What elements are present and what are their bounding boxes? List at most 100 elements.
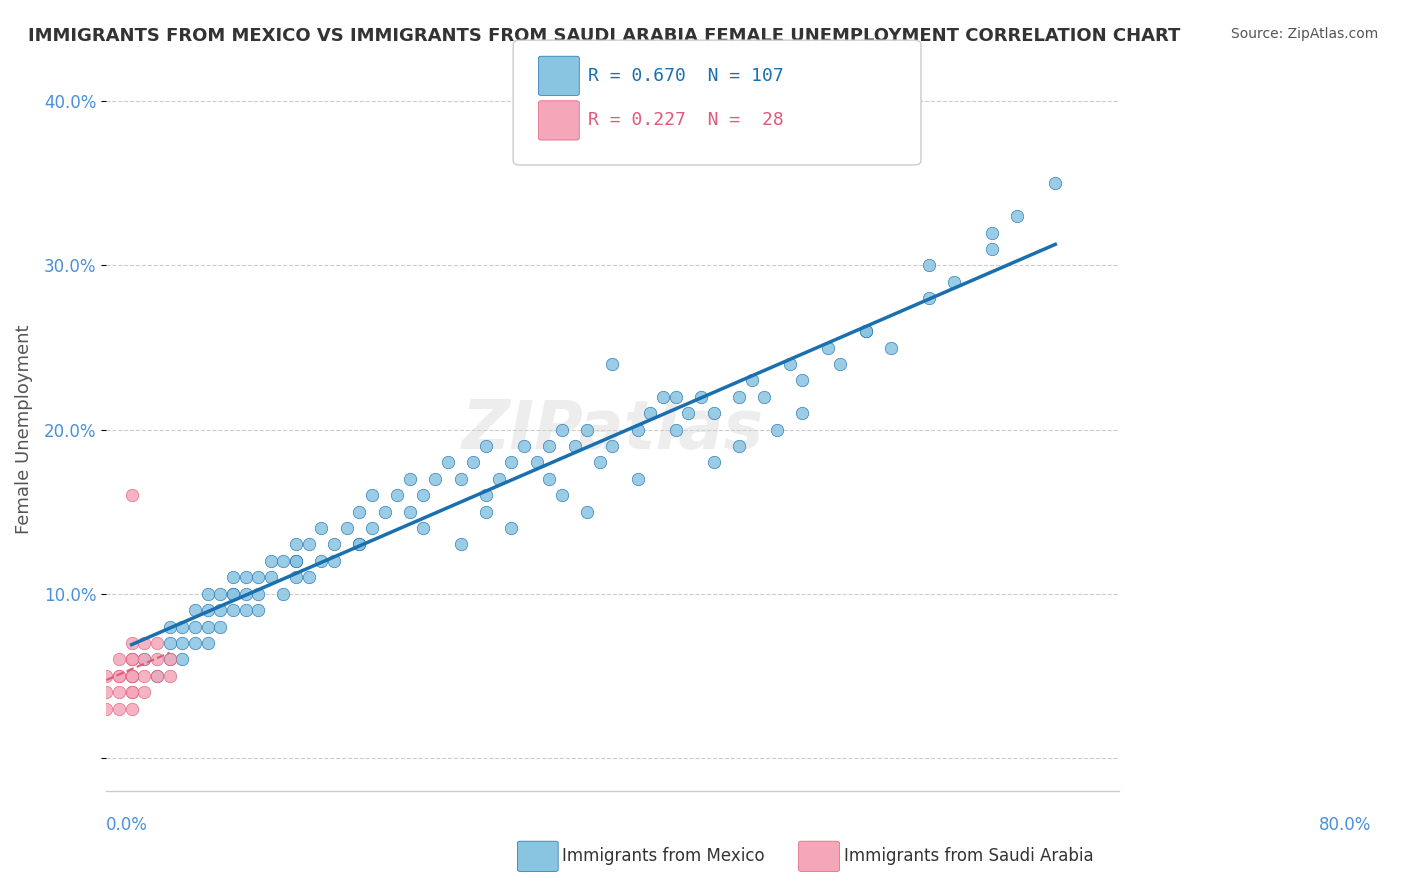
Point [475,488,498,502]
Point [387,488,409,502]
Point [121,669,143,683]
Point [361,488,384,502]
Point [209,619,232,633]
Point [551,423,574,437]
Point [564,439,586,453]
Point [108,685,131,699]
Point [918,259,941,273]
Point [918,291,941,305]
Point [336,521,359,535]
Point [121,652,143,666]
Point [728,439,751,453]
Point [273,554,295,568]
Point [222,570,245,584]
Point [792,406,814,420]
Point [209,603,232,617]
Point [830,357,852,371]
Point [159,669,181,683]
Point [184,636,207,650]
Point [184,619,207,633]
Point [855,324,877,338]
Point [197,636,219,650]
Point [981,242,1004,256]
Point [361,521,384,535]
Point [349,537,371,551]
Point [323,554,346,568]
Point [209,587,232,601]
Point [741,373,763,387]
Point [172,636,194,650]
Point [450,472,472,486]
Point [121,669,143,683]
Point [855,324,877,338]
Point [159,636,181,650]
Point [285,537,308,551]
Text: ZIPatlas: ZIPatlas [461,397,763,463]
Point [526,455,548,469]
Point [311,521,333,535]
Point [247,587,270,601]
Point [121,685,143,699]
Point [121,669,143,683]
Point [665,423,688,437]
Y-axis label: Female Unemployment: Female Unemployment [15,325,32,534]
Point [197,603,219,617]
Point [1045,177,1067,191]
Point [146,669,169,683]
Point [108,701,131,715]
Point [159,619,181,633]
Point [121,669,143,683]
Point [412,488,434,502]
Point [197,587,219,601]
Point [880,341,903,355]
Point [235,603,257,617]
Point [96,701,118,715]
Point [222,587,245,601]
Point [134,669,156,683]
Point [197,619,219,633]
Point [285,554,308,568]
Text: R = 0.670  N = 107: R = 0.670 N = 107 [588,67,783,85]
Point [134,636,156,650]
Point [728,390,751,404]
Point [551,488,574,502]
Point [134,652,156,666]
Point [450,537,472,551]
Point [108,669,131,683]
Point [172,652,194,666]
Text: IMMIGRANTS FROM MEXICO VS IMMIGRANTS FROM SAUDI ARABIA FEMALE UNEMPLOYMENT CORRE: IMMIGRANTS FROM MEXICO VS IMMIGRANTS FRO… [28,27,1181,45]
Point [121,652,143,666]
Point [501,455,523,469]
Point [602,439,624,453]
Point [425,472,447,486]
Point [159,652,181,666]
Point [235,570,257,584]
Point [134,685,156,699]
Point [247,570,270,584]
Point [703,406,725,420]
Point [437,455,460,469]
Point [399,472,422,486]
Point [146,652,169,666]
Point [602,357,624,371]
Point [323,537,346,551]
Point [222,587,245,601]
Point [399,505,422,519]
Point [121,488,143,502]
Point [792,373,814,387]
Point [121,652,143,666]
Point [513,439,536,453]
Text: Immigrants from Mexico: Immigrants from Mexico [562,847,765,865]
Point [247,603,270,617]
Point [943,275,966,289]
Text: 0.0%: 0.0% [107,816,148,834]
Point [766,423,789,437]
Point [222,603,245,617]
Point [235,587,257,601]
Point [538,439,561,453]
Point [121,701,143,715]
Point [703,455,725,469]
Point [501,521,523,535]
Point [627,472,650,486]
Point [285,570,308,584]
